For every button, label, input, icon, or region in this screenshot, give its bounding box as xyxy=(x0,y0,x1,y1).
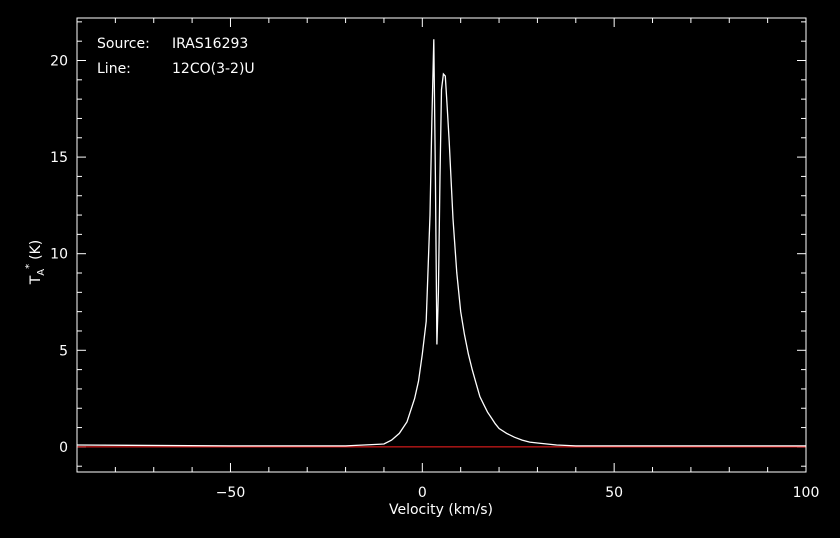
y-axis-label-unit: (K) xyxy=(28,240,44,260)
y-tick-label: 15 xyxy=(50,150,68,166)
y-tick-label: 5 xyxy=(59,343,68,359)
x-tick-label: −50 xyxy=(216,485,246,501)
y-tick-label: 0 xyxy=(59,440,68,456)
line-label: Line: xyxy=(97,61,131,77)
svg-text:TA*(K): TA* (K) xyxy=(24,240,47,286)
y-axis-label-sub: A xyxy=(36,269,47,276)
y-axis-label: TA* (K) xyxy=(24,240,47,286)
x-axis-label: Velocity (km/s) xyxy=(389,502,493,518)
y-tick-label: 20 xyxy=(50,54,68,70)
x-tick-label: 0 xyxy=(418,485,427,501)
y-tick-labels: 0 5 10 15 20 xyxy=(50,54,68,456)
spectrum-line xyxy=(76,39,806,447)
y-tick-label: 10 xyxy=(50,247,68,263)
source-value: IRAS16293 xyxy=(172,36,249,52)
x-tick-label: 50 xyxy=(605,485,623,501)
y-axis-label-main: T xyxy=(28,275,44,285)
line-value: 12CO(3-2)U xyxy=(172,61,255,77)
source-label: Source: xyxy=(97,36,150,52)
x-tick-label: 100 xyxy=(793,485,820,501)
plot-frame xyxy=(76,17,807,473)
x-tick-labels: −50 0 50 100 xyxy=(216,485,820,501)
y-axis-label-sup: * xyxy=(24,264,35,269)
